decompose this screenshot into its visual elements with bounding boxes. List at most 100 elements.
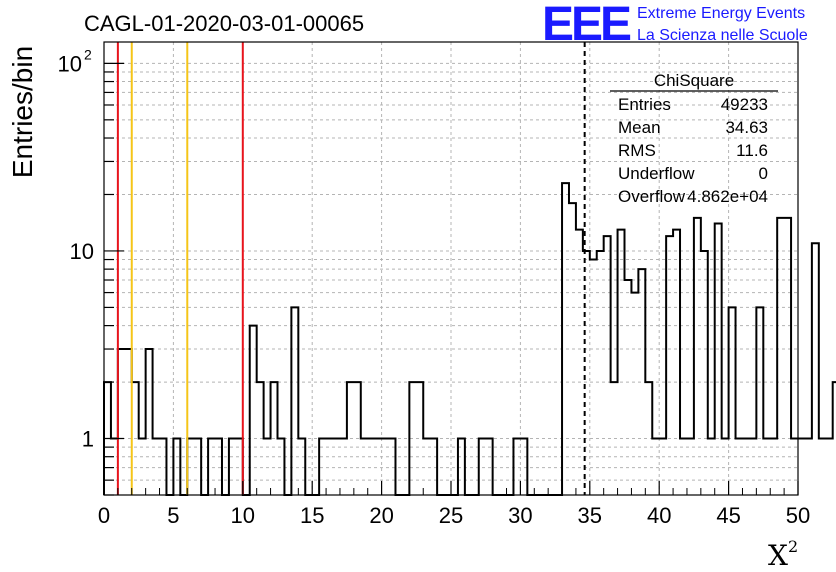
histogram-bin — [139, 439, 146, 495]
histogram-bin — [756, 307, 763, 495]
histogram-bin — [722, 439, 729, 495]
x-tick-label: 40 — [647, 503, 671, 528]
histogram-bin — [569, 203, 576, 495]
histogram-bin — [562, 183, 569, 495]
x-tick-label: 20 — [369, 503, 393, 528]
histogram-bin — [333, 439, 340, 495]
x-tick-label: 25 — [439, 503, 463, 528]
histogram-bin — [160, 439, 167, 495]
histogram-bin — [784, 218, 791, 495]
histogram-bin — [798, 439, 805, 495]
x-tick-label: 30 — [508, 503, 532, 528]
histogram-bin — [520, 439, 527, 495]
histogram-bin — [153, 439, 160, 495]
histogram-bin — [638, 269, 645, 495]
histogram-bin — [763, 439, 770, 495]
chart-title: CAGL-01-2020-03-01-00065 — [84, 11, 364, 36]
reference-lines — [116, 42, 586, 495]
histogram-bin — [513, 439, 520, 495]
x-axis-label: X — [768, 539, 788, 572]
histogram-bin — [389, 439, 396, 495]
histogram-bin — [604, 236, 611, 495]
histogram-bin — [430, 439, 437, 495]
x-tick-label: 5 — [167, 503, 179, 528]
histogram-bin — [229, 439, 236, 495]
histogram-bin — [770, 439, 777, 495]
histogram-bin — [361, 439, 368, 495]
histogram-bin — [819, 439, 826, 495]
histogram-bin — [125, 349, 132, 495]
histogram-bin — [236, 439, 243, 495]
histogram-bin — [645, 382, 652, 495]
histogram-bin — [659, 439, 666, 495]
histogram-bin — [298, 439, 305, 495]
y-tick-label: 1 — [82, 427, 94, 452]
stats-entries-value: 49233 — [721, 95, 768, 114]
eee-logo-line1: Extreme Energy Events — [637, 5, 805, 22]
histogram-bin — [777, 218, 784, 495]
stats-box-title: ChiSquare — [654, 71, 734, 90]
histogram-bin — [340, 439, 347, 495]
histogram-bin — [264, 439, 271, 495]
histogram-bin — [687, 439, 694, 495]
histogram-bin — [666, 236, 673, 495]
histogram-bin — [736, 439, 743, 495]
histogram-bin — [479, 439, 486, 495]
eee-logo: EEE Extreme Energy Events La Scienza nel… — [542, 0, 808, 51]
histogram-bin — [368, 439, 375, 495]
histogram-bin — [319, 439, 326, 495]
y-axis-label: Entries/bin — [7, 46, 38, 178]
stats-entries-label: Entries — [618, 95, 671, 114]
stats-underflow-label: Underflow — [618, 164, 695, 183]
histogram-bin — [611, 382, 618, 495]
histogram-bin — [458, 439, 465, 495]
histogram-bin — [673, 230, 680, 495]
histogram-bin — [257, 382, 264, 495]
histogram-series — [103, 182, 836, 496]
histogram-bin — [791, 439, 798, 495]
y-tick-label-exponent: 2 — [84, 46, 92, 62]
histogram-bin — [354, 382, 361, 495]
histogram-bin — [631, 293, 638, 495]
histogram-bin — [694, 218, 701, 495]
histogram-bin — [423, 439, 430, 495]
histogram-bin — [326, 439, 333, 495]
y-tick-label: 10 — [58, 51, 82, 76]
histogram-bin — [486, 439, 493, 495]
x-axis-label-superscript: 2 — [788, 537, 798, 556]
histogram-bin — [194, 439, 201, 495]
histogram-bin — [375, 439, 382, 495]
stats-underflow-value: 0 — [759, 164, 768, 183]
histogram-bin — [215, 439, 222, 495]
histogram-bin — [291, 307, 298, 495]
histogram-bin — [208, 439, 215, 495]
histogram-bin — [409, 382, 416, 495]
histogram-bin — [347, 382, 354, 495]
histogram-bin — [826, 439, 833, 495]
histogram-bin — [132, 382, 139, 495]
eee-logo-mark: EEE — [542, 0, 631, 51]
histogram-step-line — [103, 182, 836, 496]
histogram-bin — [597, 251, 604, 495]
histogram-bin — [729, 307, 736, 495]
eee-logo-line2: La Scienza nelle Scuole — [637, 27, 808, 44]
x-tick-label: 50 — [786, 503, 810, 528]
histogram-bin — [146, 349, 153, 495]
histogram-bin — [625, 280, 632, 495]
histogram-bin — [187, 439, 194, 495]
x-tick-label: 45 — [716, 503, 740, 528]
stats-overflow-label: Overflow — [618, 187, 686, 206]
histogram-bin — [271, 382, 278, 495]
x-tick-label: 10 — [231, 503, 255, 528]
histogram-bin — [382, 439, 389, 495]
stats-overflow-value: 4.862e+04 — [687, 187, 768, 206]
stats-mean-value: 34.63 — [725, 118, 768, 137]
histogram-bin — [590, 260, 597, 495]
histogram-bin — [708, 439, 715, 495]
histogram-bin — [118, 349, 125, 495]
histogram-bin — [652, 439, 659, 495]
histogram-bin — [250, 326, 257, 495]
